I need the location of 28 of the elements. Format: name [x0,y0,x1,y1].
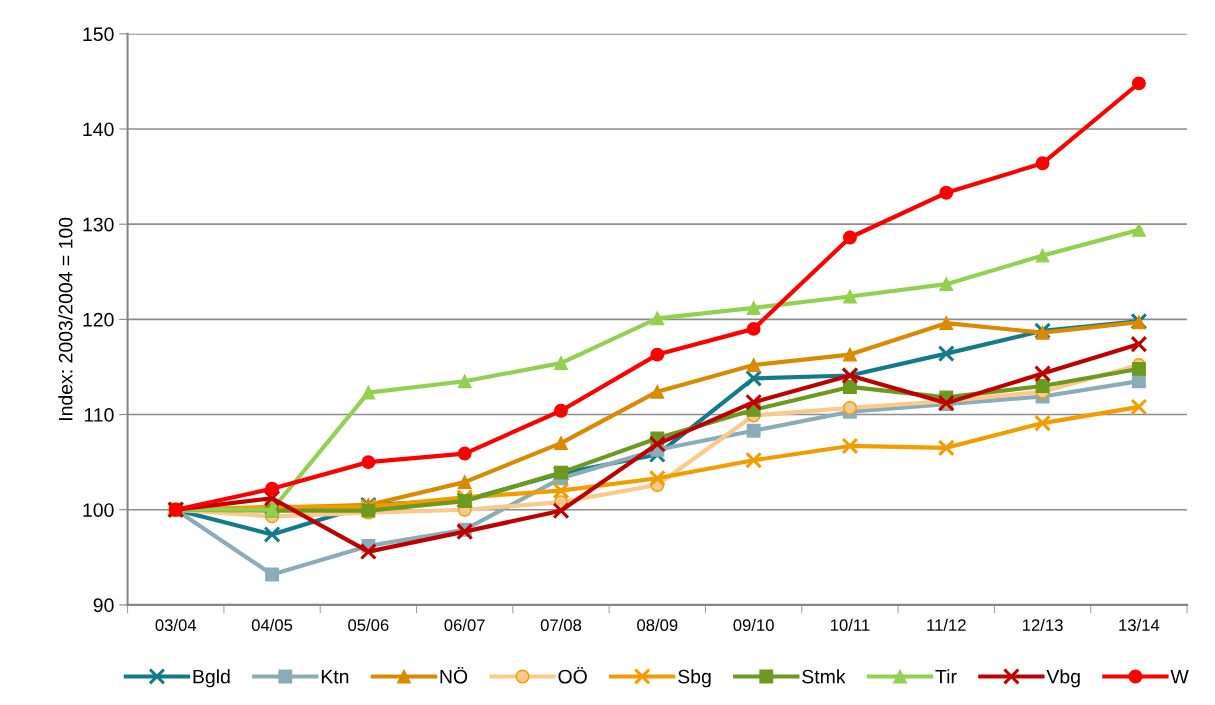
legend-label: Tir [935,669,957,684]
legend-label: Bgld [193,669,230,688]
legend-label: Vbg [1046,669,1080,688]
x-tick-label: 10/11 [830,618,870,632]
legend-label: W [1170,669,1189,684]
x-tick-label: 04/05 [251,618,293,632]
y-axis-title: Index: 2003/2004 = 100 [58,217,73,421]
legend-label: Sbg [678,669,711,688]
y-tick-label: 100 [83,503,114,517]
x-tick-label: 09/10 [733,618,774,632]
y-tick-label: 150 [83,27,114,42]
y-tick-label: 90 [93,598,114,613]
x-tick-label: 05/06 [348,618,389,632]
x-tick-label: 03/04 [155,618,197,632]
x-tick-label: 08/09 [637,618,678,632]
legend-label: NÖ [440,667,468,684]
x-tick-label: 11/12 [927,618,966,632]
y-tick-label: 140 [83,122,114,137]
x-tick-label: 06/07 [444,618,485,632]
x-tick-label: 13/14 [1119,618,1160,632]
legend-label: Stmk [802,669,846,684]
x-tick-label: 07/08 [540,618,582,632]
y-tick-label: 120 [83,312,114,327]
x-tick-label: 12/13 [1023,618,1063,632]
legend-label: OÖ [558,667,587,684]
y-tick-label: 110 [84,408,114,422]
legend-label: Ktn [321,669,349,684]
y-tick-label: 130 [83,217,114,232]
